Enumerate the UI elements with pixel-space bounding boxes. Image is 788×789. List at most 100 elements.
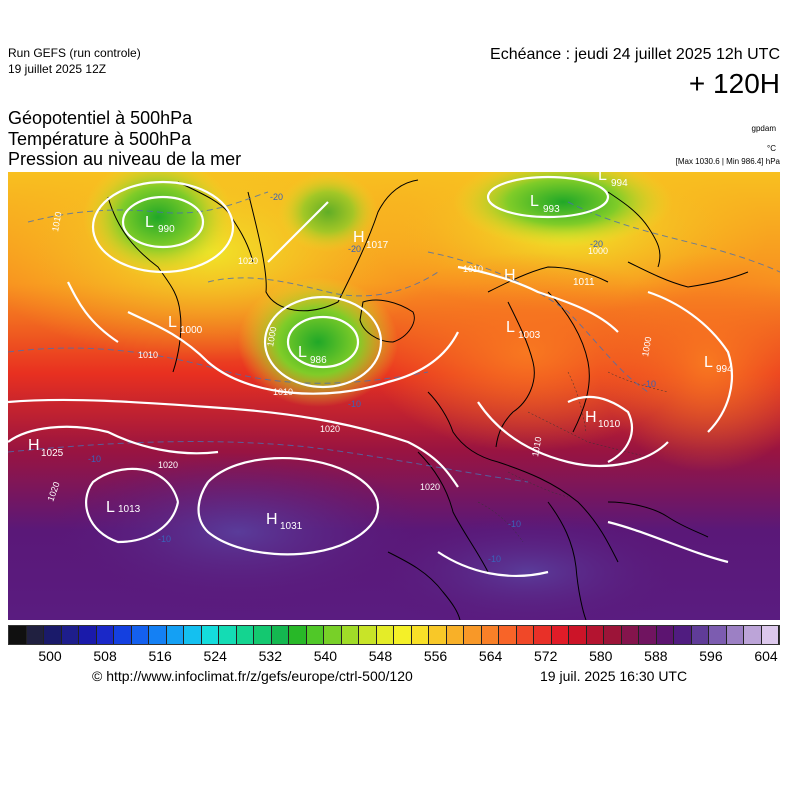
color-scale-cell	[254, 626, 272, 644]
color-scale-cell	[184, 626, 202, 644]
pressure-center-letter: H	[585, 409, 597, 426]
pressure-center-letter: H	[266, 511, 278, 528]
color-scale-cell	[359, 626, 377, 644]
temperature-isotherms	[8, 191, 780, 483]
pressure-center-letter: L	[506, 319, 515, 336]
low-green-west	[83, 172, 233, 277]
color-scale-cell	[516, 626, 534, 644]
temp-label: -20	[270, 192, 283, 202]
temp-label: -10	[88, 454, 101, 464]
temp-label: -20	[348, 244, 361, 254]
color-scale-cell	[604, 626, 622, 644]
unit-geopotential: gpdam	[751, 124, 776, 133]
isobar-label: 1010	[273, 387, 293, 397]
weather-map: L 990 H 1017 L 993 L 994 L 1000 L 986 H …	[8, 172, 780, 620]
color-scale-cell	[499, 626, 517, 644]
unit-temperature: °C	[767, 144, 776, 153]
pressure-center-value: 990	[158, 224, 175, 235]
color-scale-labels: 500 508 516 524 532 540 548 556 564 572 580 588 596 6…	[8, 648, 780, 666]
color-scale-cell	[709, 626, 727, 644]
color-scale-cell	[446, 626, 464, 644]
pressure-center-value: 993	[543, 204, 560, 215]
color-scale-cell	[726, 626, 744, 644]
pressure-center-value: 994	[611, 178, 628, 189]
color-scale-bar	[8, 625, 780, 645]
temp-label: -10	[348, 399, 361, 409]
color-scale-cell	[569, 626, 587, 644]
isobar-label: 1020	[238, 256, 258, 266]
color-scale-label: 516	[148, 648, 172, 664]
color-scale-cell	[481, 626, 499, 644]
variable-geopotential: Géopotentiel à 500hPa	[8, 108, 193, 128]
run-date: 19 juillet 2025 12Z	[8, 62, 107, 76]
color-scale-label: 548	[368, 648, 393, 664]
color-scale-cell	[691, 626, 709, 644]
pressure-center-value: 1025	[41, 448, 64, 459]
pressure-center-value: 1000	[180, 325, 203, 336]
temperature-value-labels: -20 -20 -20 -10 -10 -10 -10 -10 -10	[88, 192, 656, 564]
pressure-center-letter: L	[704, 354, 713, 371]
pressure-center-value: 1031	[280, 521, 303, 532]
temp-label: -10	[488, 554, 501, 564]
pressure-center-letter: L	[168, 314, 177, 331]
pressure-center-value: 994	[716, 364, 733, 375]
low-green-iceland	[238, 277, 398, 407]
color-scale-cell	[394, 626, 412, 644]
color-scale-cell	[201, 626, 219, 644]
color-scale-label: 524	[203, 648, 227, 664]
variable-temperature: Température à 500hPa	[8, 129, 192, 149]
color-scale-cell	[306, 626, 324, 644]
isobar-label: 1020	[158, 460, 178, 470]
pressure-center-letter: H	[353, 229, 365, 246]
color-scale-label: 500	[38, 648, 62, 664]
run-title: Run GEFS (run controle)	[8, 46, 141, 60]
color-scale-cell	[551, 626, 569, 644]
color-scale-label: 588	[644, 648, 668, 664]
color-scale-cell	[79, 626, 97, 644]
pressure-max-min: [Max 1030.6 | Min 986.4] hPa	[675, 157, 780, 166]
color-scale-cell	[656, 626, 674, 644]
color-scale-label: 564	[478, 648, 503, 664]
pressure-center-letter: L	[598, 172, 607, 184]
color-scale-cell	[236, 626, 254, 644]
lead-time: + 120H	[688, 68, 780, 99]
low-green-north	[453, 172, 673, 247]
isobar-label: 1000	[265, 326, 278, 347]
color-scale-label: 508	[93, 648, 117, 664]
pressure-center-letter: L	[298, 344, 307, 361]
borders	[477, 371, 669, 543]
temp-label: -10	[643, 379, 656, 389]
color-scale-cell	[166, 626, 184, 644]
pressure-center-value: 1003	[518, 330, 541, 341]
variable-pressure: Pression au niveau de la mer	[8, 149, 242, 169]
pressure-center-value: 1011	[573, 277, 595, 288]
pressure-center-letter: H	[504, 267, 516, 284]
color-scale-cell	[411, 626, 429, 644]
color-scale-cell	[131, 626, 149, 644]
color-scale-cell	[639, 626, 657, 644]
color-scale-cell	[9, 626, 27, 644]
color-scale-cell	[114, 626, 132, 644]
color-scale-cell	[324, 626, 342, 644]
color-scale-cell	[61, 626, 79, 644]
pressure-center-value: 1010	[598, 419, 621, 430]
isobars	[8, 175, 733, 578]
pressure-center-value: 1013	[118, 504, 141, 515]
valid-time: Echéance : jeudi 24 juillet 2025 12h UTC	[490, 46, 780, 63]
isobar-label: 1000	[640, 336, 653, 357]
color-scale-cell	[289, 626, 307, 644]
color-scale-cell	[464, 626, 482, 644]
color-scale-cell	[621, 626, 639, 644]
temp-label: -10	[508, 519, 521, 529]
color-scale-label: 604	[754, 648, 778, 664]
pressure-center-letter: H	[28, 437, 40, 454]
color-scale-cell	[429, 626, 447, 644]
color-scale-cell	[744, 626, 762, 644]
color-scale-cell	[761, 626, 779, 644]
temp-label: -20	[590, 239, 603, 249]
isobar-label: 1010	[138, 350, 158, 360]
color-scale-label: 572	[534, 648, 558, 664]
copyright-text: © http://www.infoclimat.fr/z/gefs/europe…	[92, 668, 413, 684]
isobar-label: 1010	[50, 211, 63, 232]
generated-time: 19 juil. 2025 16:30 UTC	[540, 668, 688, 684]
